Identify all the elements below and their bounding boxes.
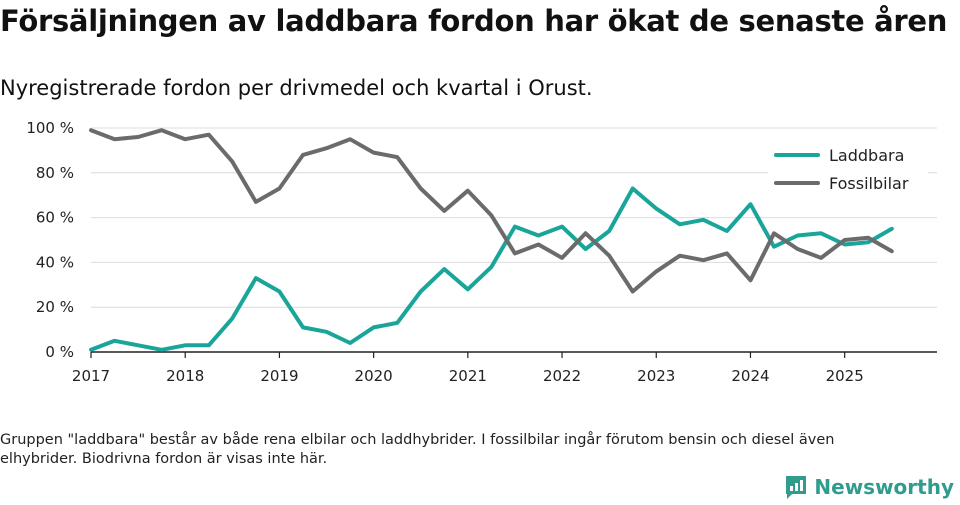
y-tick-label: 60 % [36,209,74,227]
x-tick-label: 2024 [731,367,769,385]
line-chart: 0 % 20 % 40 % 60 % 80 % 100 % 2017 2018 2019 2020… [26,119,937,385]
y-tick-label: 100 % [26,119,74,137]
legend-label: Laddbara [829,146,904,165]
y-tick-label: 80 % [36,164,74,182]
x-tick-label: 2018 [166,367,204,385]
axes: 0 % 20 % 40 % 60 % 80 % 100 % 2017 2018 2019 2020… [26,119,937,385]
x-tick-label: 2019 [260,367,298,385]
y-tick-label: 0 % [45,343,74,361]
x-tick-label: 2025 [826,367,864,385]
series-line-laddbara [89,186,894,352]
series-lines [89,128,894,352]
y-tick-label: 20 % [36,298,74,316]
brand-logo: Newsworthy [784,474,954,500]
legend-background [768,142,928,198]
x-tick-label: 2022 [543,367,581,385]
legend: Laddbara Fossilbilar [768,142,928,198]
bar-chart-icon [786,476,807,499]
x-tick-label: 2017 [72,367,110,385]
y-tick-label: 40 % [36,253,74,271]
chart-subtitle: Nyregistrerade fordon per drivmedel och … [0,76,593,100]
chart-title: Försäljningen av laddbara fordon har öka… [0,4,948,38]
x-tick-label: 2021 [449,367,487,385]
footnote: Gruppen "laddbara" består av både rena e… [0,432,835,467]
brand-name: Newsworthy [814,475,954,499]
legend-label: Fossilbilar [829,174,909,193]
x-tick-label: 2020 [355,367,393,385]
series-line-fossilbilar [89,128,894,294]
x-tick-label: 2023 [637,367,675,385]
